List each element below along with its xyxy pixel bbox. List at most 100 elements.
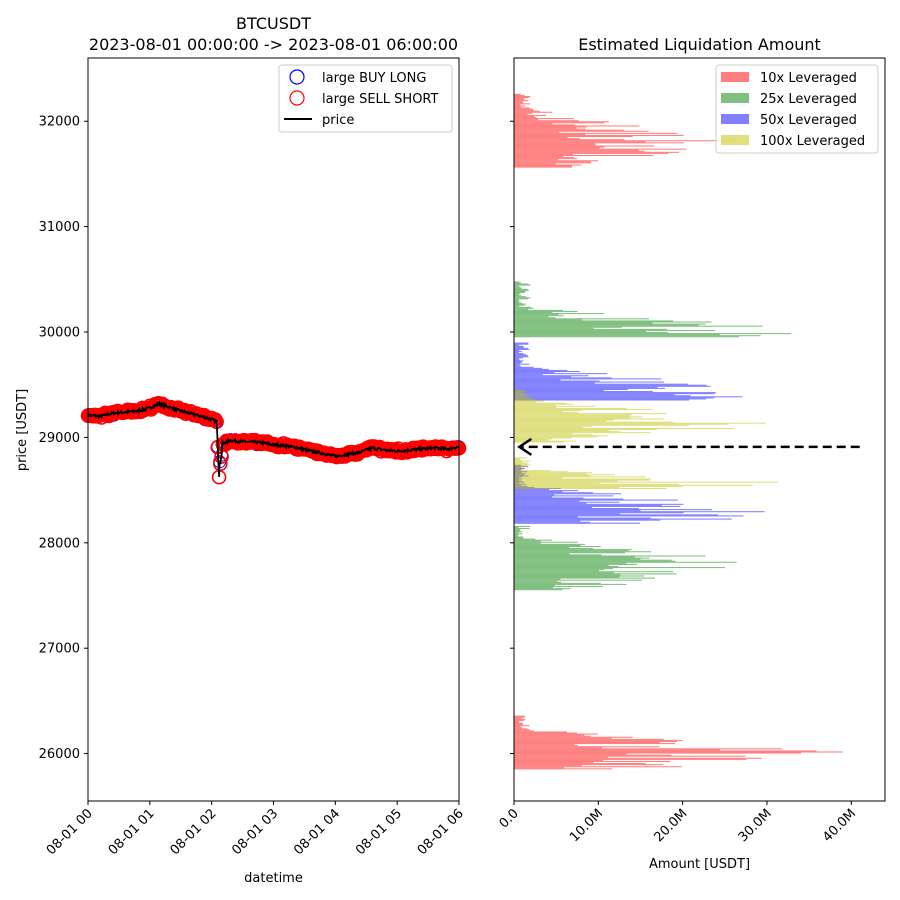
liquidation-bar [514, 139, 625, 141]
liquidation-bar [514, 503, 684, 505]
liquidation-bar [514, 501, 620, 503]
liquidation-bar [514, 740, 677, 742]
price-chart-legend: large BUY LONG large SELL SHORT price [278, 64, 453, 133]
liquidation-bar [514, 748, 782, 750]
liquidation-bar [514, 332, 669, 334]
liquidation-bar [514, 725, 530, 727]
liquidation-bar [514, 461, 523, 463]
liquidation-bar [514, 311, 553, 314]
liquidation-bar [514, 159, 558, 161]
liquidation-bar [514, 581, 562, 583]
liquidation-bar [514, 741, 660, 744]
liquidation-bar [514, 530, 520, 532]
liquidation-bar [514, 405, 595, 407]
liquidation-bar [514, 537, 524, 539]
liquidation-bar [514, 477, 562, 479]
liquidation-bar [514, 317, 556, 319]
liquidation-bar [514, 367, 543, 369]
liquidation-bar [514, 754, 672, 756]
liquidation-bar [514, 528, 530, 530]
liquidation-bar [514, 146, 605, 148]
liquidation-bar [514, 717, 522, 719]
liquidation-bar [514, 464, 527, 466]
liquidation-bar [514, 760, 671, 762]
liquidation-bar [514, 738, 664, 740]
price-chart-title-line2: 2023-08-01 00:00:00 -> 2023-08-01 06:00:… [89, 35, 458, 54]
liquidation-bar [514, 765, 582, 767]
liquidation-bar [514, 551, 652, 553]
liquidation-bar [514, 399, 536, 401]
legend-100x-swatch-icon [721, 135, 749, 145]
liquidation-bar [514, 570, 599, 572]
liquidation-bar [514, 95, 531, 97]
liquidation-bar [514, 365, 521, 367]
price-y-tick-label: 26000 [39, 747, 80, 762]
liquidation-bar [514, 142, 684, 144]
liquidation-bar [514, 715, 526, 717]
liquidation-bar [514, 412, 579, 414]
legend-sell-short-marker-icon [289, 90, 305, 106]
liquidation-bar [514, 472, 593, 474]
liquidation-bar [514, 481, 778, 483]
liquidation-bar [514, 568, 613, 570]
liquidation-bar [514, 757, 762, 759]
liquidation-bar [514, 417, 631, 419]
liquidation-bar [514, 552, 626, 554]
price-y-tick-label: 31000 [39, 220, 80, 235]
liquidation-bar [514, 736, 633, 738]
liquidation-bar [514, 355, 528, 357]
liquidation-bar [514, 391, 653, 393]
liquidation-bar [514, 491, 563, 493]
liquidation-bar [514, 476, 646, 478]
price-y-tick-label: 32000 [39, 115, 80, 130]
liquidation-bar [514, 109, 534, 111]
liquidation-bar [514, 373, 608, 375]
liquidation-bar [514, 323, 706, 325]
liquidation-bar [514, 362, 521, 364]
liquidation-bar [514, 393, 715, 395]
liquidation-bar [514, 104, 521, 106]
liquidation-bar [514, 154, 654, 157]
liquidation-bar [514, 735, 591, 737]
price-chart-xlabel: datetime [244, 871, 303, 886]
liquidation-bar [514, 489, 550, 491]
liquidation-bar [514, 504, 662, 506]
liquidation-chart-legend-box [715, 64, 879, 154]
liquidation-bar [514, 360, 524, 362]
liquidation-bar [514, 493, 622, 495]
liquidation-bar [514, 404, 556, 406]
liquidation-bar [514, 319, 583, 321]
liquidation-bar [514, 749, 721, 751]
liquidation-chart-y-axis [510, 120, 514, 755]
liquidation-bar [514, 321, 712, 323]
liquidation-bar [514, 160, 599, 162]
liquidation-bar [514, 502, 587, 504]
liquidation-bar [514, 763, 646, 765]
liquidation-bar [514, 371, 581, 373]
liquidation-bar [514, 720, 520, 722]
liquidation-bar [514, 348, 530, 350]
liquidation-bar [514, 573, 677, 575]
liquidation-bar [514, 750, 817, 752]
liquidation-bar [514, 356, 529, 358]
liquidation-bar [514, 129, 624, 131]
liquidation-bar [514, 406, 557, 408]
liquidation-bar [514, 395, 525, 397]
liquidation-bar [514, 540, 541, 542]
liquidation-bar [514, 582, 601, 584]
liquidation-bar [514, 554, 602, 556]
liquidation-bar [514, 509, 713, 511]
liquidation-bar [514, 418, 664, 420]
liquidation-bar [514, 531, 523, 533]
liquidation-bar [514, 343, 529, 345]
liquidation-series-100x [514, 389, 778, 490]
liquidation-bar [514, 313, 605, 315]
liquidation-bar [514, 304, 525, 306]
liquidation-bar [514, 423, 728, 425]
liquidation-bar [514, 751, 843, 753]
liquidation-bar [514, 306, 531, 308]
liquidation-bar [514, 282, 522, 284]
liquidation-bar [514, 369, 568, 371]
liquidation-bar [514, 392, 523, 394]
liquidation-bar [514, 492, 594, 494]
